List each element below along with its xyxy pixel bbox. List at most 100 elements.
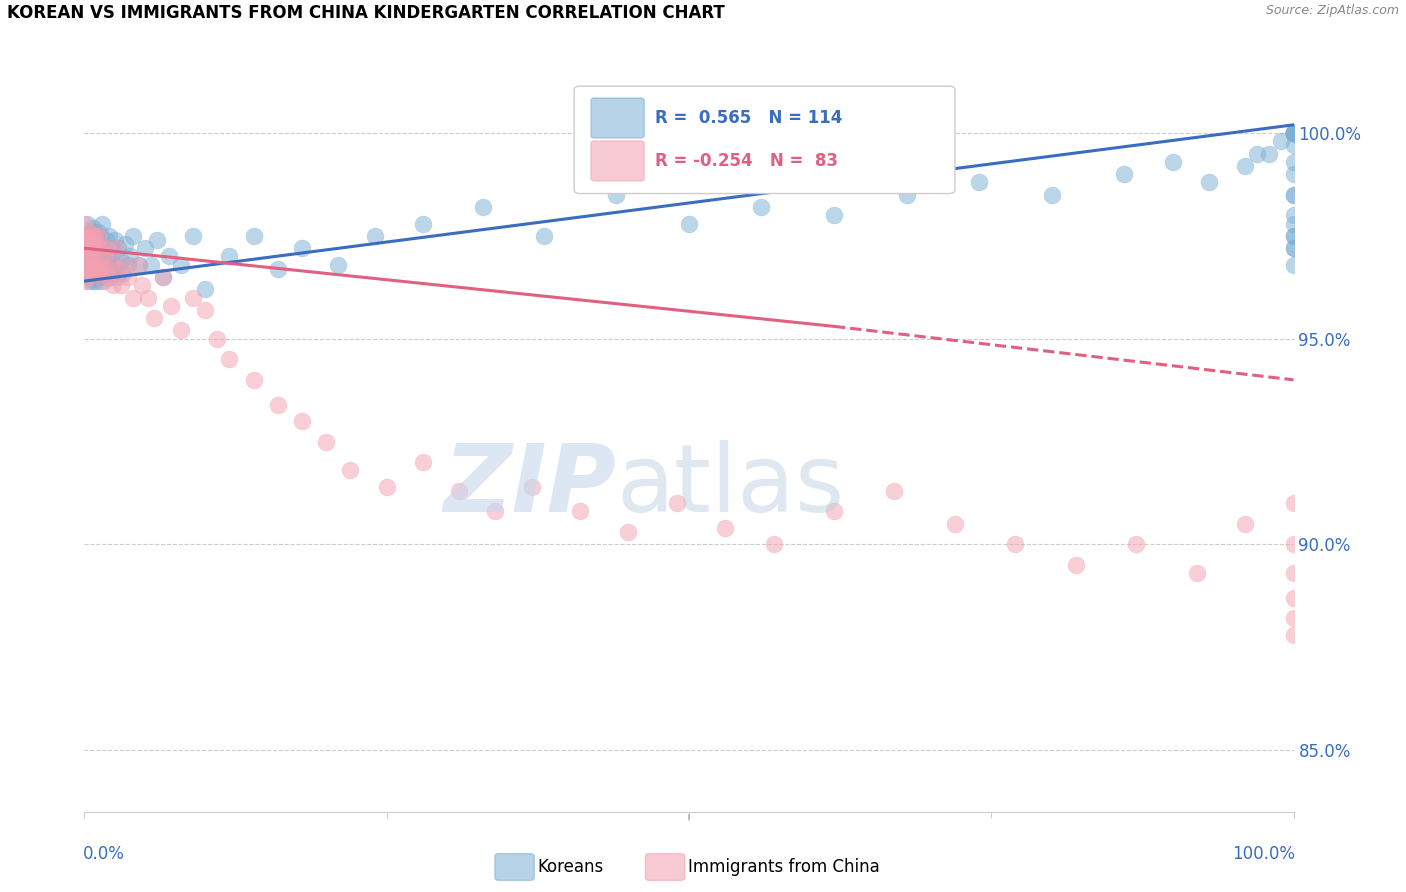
Text: Source: ZipAtlas.com: Source: ZipAtlas.com [1265,4,1399,18]
Point [73,274,96,288]
Text: Koreans: Koreans [537,858,603,876]
Point [84,258,107,272]
Point [97,228,120,243]
Point [157,249,180,263]
Point [80,237,103,252]
Point [86,241,108,255]
Point [1282,126,1305,140]
Text: atlas: atlas [616,440,845,532]
Point [291,414,314,428]
Point [160,299,183,313]
Point [84,228,107,243]
Point [76,253,98,268]
Point [86,225,108,239]
Point [83,241,105,255]
Point [96,245,118,260]
Point [73,253,96,268]
Point [79,241,101,255]
Point [1282,126,1305,140]
Point [194,302,217,317]
Point [1064,558,1087,572]
Point [103,261,125,276]
Point [291,241,314,255]
Point [90,241,112,255]
Text: R =  0.565   N = 114: R = 0.565 N = 114 [655,109,842,127]
Point [77,258,100,272]
Point [339,463,361,477]
Point [82,249,104,263]
Point [98,270,121,285]
Point [943,516,966,531]
Point [363,228,385,243]
Point [484,504,506,518]
Point [87,237,110,252]
Point [1234,516,1257,531]
Point [1125,537,1147,551]
Point [86,237,108,252]
Point [94,249,117,263]
Point [1282,126,1305,140]
Point [100,241,122,255]
Point [84,253,107,268]
Point [131,278,153,293]
Point [112,258,135,272]
Point [267,397,290,411]
Point [1282,126,1305,140]
Point [93,241,115,255]
Point [79,249,101,263]
Point [128,258,150,272]
Point [1282,126,1305,140]
Point [1282,126,1305,140]
FancyBboxPatch shape [591,98,644,138]
Point [1282,187,1305,202]
Point [139,258,162,272]
Point [569,504,592,518]
Point [84,228,107,243]
Point [617,524,640,539]
Point [1161,154,1184,169]
Point [1282,228,1305,243]
Point [82,258,104,272]
Point [665,496,688,510]
Point [93,274,115,288]
Point [76,237,98,252]
Point [194,282,217,296]
FancyBboxPatch shape [574,87,955,194]
Point [91,258,114,272]
Point [1282,126,1305,140]
Point [1282,126,1305,140]
Point [823,208,845,222]
Point [152,270,174,285]
Point [82,220,104,235]
Point [1282,126,1305,140]
Point [315,434,337,449]
Point [1282,496,1305,510]
Point [91,245,114,260]
Point [170,258,193,272]
Point [104,258,127,272]
Point [1282,154,1305,169]
Point [73,233,96,247]
Point [1282,167,1305,181]
Point [181,291,204,305]
Text: 0.0%: 0.0% [83,845,125,863]
Point [77,274,100,288]
Point [117,270,139,285]
Point [97,258,120,272]
Text: Immigrants from China: Immigrants from China [688,858,879,876]
Point [114,237,136,252]
Point [73,253,96,268]
Point [520,480,543,494]
Point [91,217,114,231]
Point [112,266,135,280]
Point [1198,175,1220,189]
Point [117,258,139,272]
Point [76,258,98,272]
Point [1270,134,1292,148]
Text: KOREAN VS IMMIGRANTS FROM CHINA KINDERGARTEN CORRELATION CHART: KOREAN VS IMMIGRANTS FROM CHINA KINDERGA… [7,4,724,22]
Point [1282,126,1305,140]
Point [77,241,100,255]
Point [533,228,555,243]
Point [1282,138,1305,153]
Point [96,241,118,255]
